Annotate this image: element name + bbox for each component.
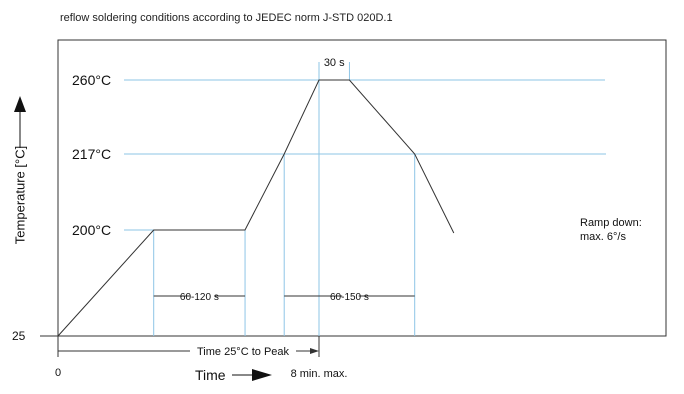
preheat-label: 60-120 s	[180, 292, 219, 303]
chart-title: reflow soldering conditions according to…	[60, 12, 393, 24]
plot-frame	[57, 39, 667, 337]
ramp-down-label-0: Ramp down:	[580, 217, 642, 229]
liquidus-label: 60-150 s	[330, 292, 369, 303]
time-to-peak-label: Time 25°C to Peak	[197, 346, 290, 358]
y-level-label-25: 25	[12, 329, 26, 343]
y-level-label-200: 200°C	[72, 222, 111, 238]
time-to-peak-arrowhead	[310, 348, 319, 354]
ramp-down-label-1: max. 6°/s	[580, 231, 626, 243]
x-end-label: 8 min. max.	[291, 368, 348, 380]
y-arrow-head	[14, 96, 26, 112]
plateau-label: 30 s	[324, 57, 345, 69]
temperature-profile-line	[57, 79, 455, 337]
y-level-label-260: 260°C	[72, 72, 111, 88]
x-start-label: 0	[55, 367, 61, 379]
x-axis-label: Time	[195, 367, 226, 383]
y-level-label-217: 217°C	[72, 146, 111, 162]
time-arrow-head	[252, 369, 272, 381]
